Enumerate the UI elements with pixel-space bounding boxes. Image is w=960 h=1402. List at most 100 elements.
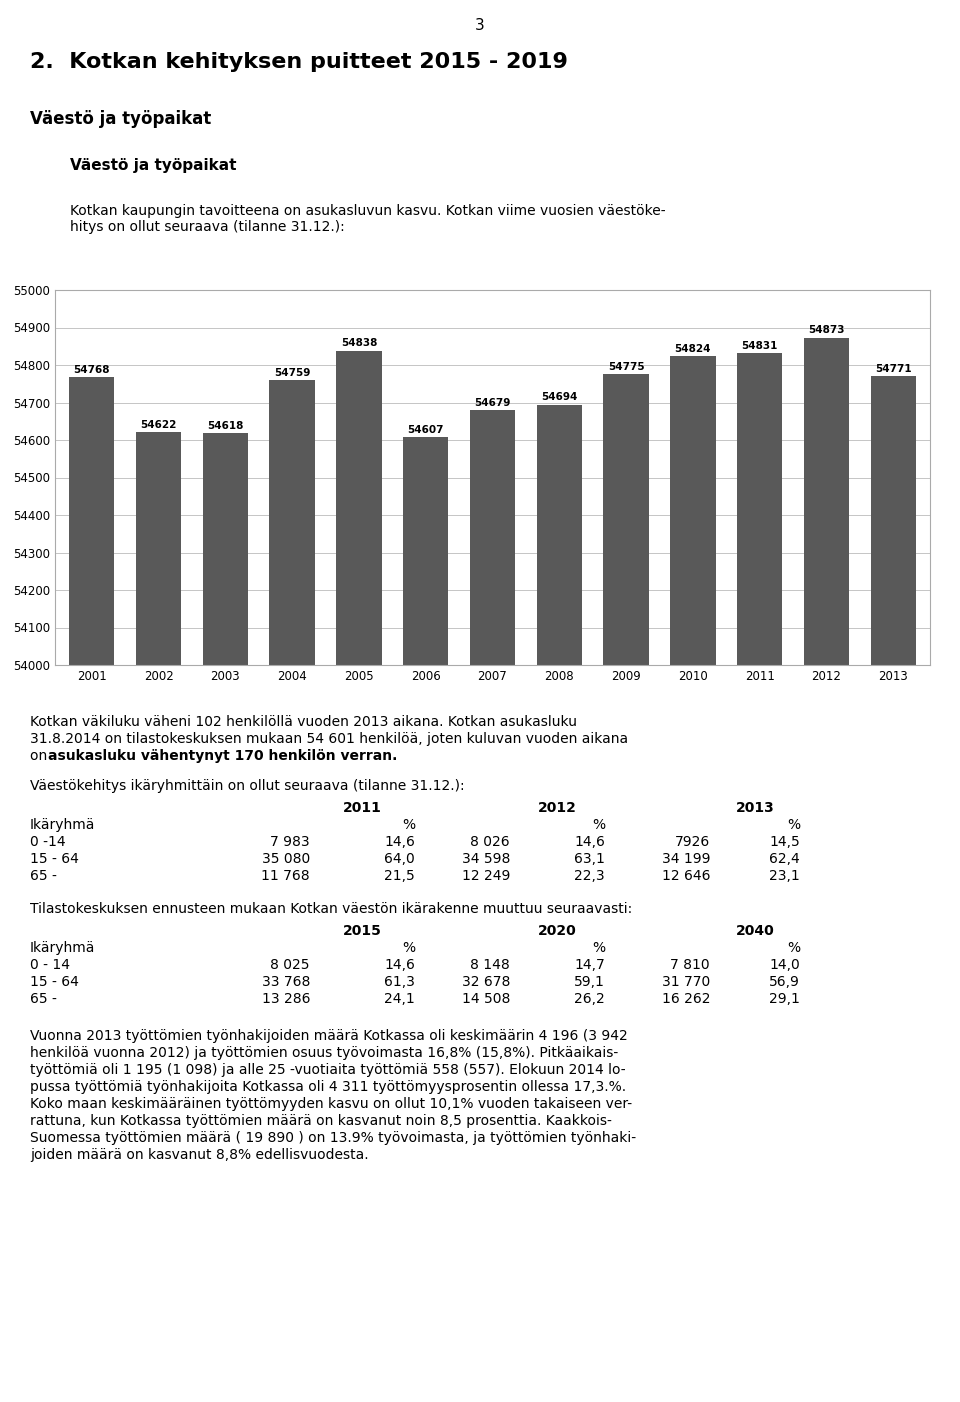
Text: 7 983: 7 983 xyxy=(271,836,310,850)
Bar xyxy=(737,353,782,1402)
Text: 54679: 54679 xyxy=(474,398,511,408)
Text: 31 770: 31 770 xyxy=(661,974,710,988)
Text: rattuna, kun Kotkassa työttömien määrä on kasvanut noin 8,5 prosenttia. Kaakkois: rattuna, kun Kotkassa työttömien määrä o… xyxy=(30,1115,612,1129)
Text: Ikäryhmä: Ikäryhmä xyxy=(30,817,95,831)
Text: hitys on ollut seuraava (tilanne 31.12.):: hitys on ollut seuraava (tilanne 31.12.)… xyxy=(70,220,345,234)
Text: 54618: 54618 xyxy=(207,421,244,430)
Text: pussa työttömiä työnhakijoita Kotkassa oli 4 311 työttömyysprosentin ollessa 17,: pussa työttömiä työnhakijoita Kotkassa o… xyxy=(30,1080,626,1094)
Text: 54768: 54768 xyxy=(74,365,110,374)
Text: 24,1: 24,1 xyxy=(384,993,415,1007)
Text: 0 - 14: 0 - 14 xyxy=(30,958,70,972)
Text: 13 286: 13 286 xyxy=(261,993,310,1007)
Text: Tilastokeskuksen ennusteen mukaan Kotkan väestön ikärakenne muuttuu seuraavasti:: Tilastokeskuksen ennusteen mukaan Kotkan… xyxy=(30,901,633,916)
Text: 12 249: 12 249 xyxy=(462,869,510,883)
Text: 12 646: 12 646 xyxy=(661,869,710,883)
Text: %: % xyxy=(592,817,605,831)
Text: henkilöä vuonna 2012) ja työttömien osuus työvoimasta 16,8% (15,8%). Pitkäaikais: henkilöä vuonna 2012) ja työttömien osuu… xyxy=(30,1046,618,1060)
Text: 8 148: 8 148 xyxy=(470,958,510,972)
Text: Väestökehitys ikäryhmittäin on ollut seuraava (tilanne 31.12.):: Väestökehitys ikäryhmittäin on ollut seu… xyxy=(30,780,465,794)
Text: 16 262: 16 262 xyxy=(661,993,710,1007)
Bar xyxy=(469,411,516,1402)
Text: 7 810: 7 810 xyxy=(670,958,710,972)
Text: 29,1: 29,1 xyxy=(769,993,800,1007)
Text: Väestö ja työpaikat: Väestö ja työpaikat xyxy=(70,158,236,172)
Text: 32 678: 32 678 xyxy=(462,974,510,988)
Text: 59,1: 59,1 xyxy=(574,974,605,988)
Text: 22,3: 22,3 xyxy=(574,869,605,883)
Text: 35 080: 35 080 xyxy=(262,852,310,866)
Text: 8 025: 8 025 xyxy=(271,958,310,972)
Text: 0 -14: 0 -14 xyxy=(30,836,65,850)
Text: 54694: 54694 xyxy=(541,393,578,402)
Text: 54622: 54622 xyxy=(140,419,177,429)
Bar xyxy=(670,356,715,1402)
Bar xyxy=(604,374,649,1402)
Text: 23,1: 23,1 xyxy=(769,869,800,883)
Text: 14 508: 14 508 xyxy=(462,993,510,1007)
Text: 8 026: 8 026 xyxy=(470,836,510,850)
Text: 56,9: 56,9 xyxy=(769,974,800,988)
Text: Koko maan keskimääräinen työttömyyden kasvu on ollut 10,1% vuoden takaiseen ver-: Koko maan keskimääräinen työttömyyden ka… xyxy=(30,1096,632,1110)
Text: Kotkan väkiluku väheni 102 henkilöllä vuoden 2013 aikana. Kotkan asukasluku: Kotkan väkiluku väheni 102 henkilöllä vu… xyxy=(30,715,577,729)
Text: asukasluku vähentynyt 170 henkilön verran.: asukasluku vähentynyt 170 henkilön verra… xyxy=(48,749,397,763)
Text: on: on xyxy=(30,749,52,763)
Bar xyxy=(69,377,114,1402)
Bar xyxy=(270,380,315,1402)
Text: 3: 3 xyxy=(475,18,485,34)
Text: 2.  Kotkan kehityksen puitteet 2015 - 2019: 2. Kotkan kehityksen puitteet 2015 - 201… xyxy=(30,52,568,72)
Text: 7926: 7926 xyxy=(675,836,710,850)
Text: 14,6: 14,6 xyxy=(574,836,605,850)
Bar xyxy=(871,376,916,1402)
Text: 63,1: 63,1 xyxy=(574,852,605,866)
Text: 65 -: 65 - xyxy=(30,993,57,1007)
Text: %: % xyxy=(402,817,415,831)
Text: Väestö ja työpaikat: Väestö ja työpaikat xyxy=(30,109,211,128)
Bar xyxy=(804,338,850,1402)
Text: 54607: 54607 xyxy=(407,425,444,435)
Text: 11 768: 11 768 xyxy=(261,869,310,883)
Text: 14,0: 14,0 xyxy=(769,958,800,972)
Text: %: % xyxy=(402,941,415,955)
Bar xyxy=(135,432,181,1402)
Text: 54771: 54771 xyxy=(875,363,912,373)
Text: 2040: 2040 xyxy=(735,924,775,938)
Text: Ikäryhmä: Ikäryhmä xyxy=(30,941,95,955)
Text: 65 -: 65 - xyxy=(30,869,57,883)
Text: 2020: 2020 xyxy=(539,924,577,938)
Text: 15 - 64: 15 - 64 xyxy=(30,852,79,866)
Text: Vuonna 2013 työttömien työnhakijoiden määrä Kotkassa oli keskimäärin 4 196 (3 94: Vuonna 2013 työttömien työnhakijoiden mä… xyxy=(30,1029,628,1043)
Text: %: % xyxy=(787,817,800,831)
Text: 14,7: 14,7 xyxy=(574,958,605,972)
Text: %: % xyxy=(787,941,800,955)
Text: 2013: 2013 xyxy=(735,801,775,815)
Text: 15 - 64: 15 - 64 xyxy=(30,974,79,988)
Text: työttömiä oli 1 195 (1 098) ja alle 25 -vuotiaita työttömiä 558 (557). Elokuun 2: työttömiä oli 1 195 (1 098) ja alle 25 -… xyxy=(30,1063,626,1077)
Text: Kotkan kaupungin tavoitteena on asukasluvun kasvu. Kotkan viime vuosien väestöke: Kotkan kaupungin tavoitteena on asukaslu… xyxy=(70,205,665,217)
Text: 34 598: 34 598 xyxy=(462,852,510,866)
Text: 14,5: 14,5 xyxy=(769,836,800,850)
Text: 54775: 54775 xyxy=(608,362,644,372)
Text: 33 768: 33 768 xyxy=(262,974,310,988)
Bar xyxy=(403,437,448,1402)
Bar xyxy=(203,433,248,1402)
Text: %: % xyxy=(592,941,605,955)
Text: 2012: 2012 xyxy=(538,801,577,815)
Text: 34 199: 34 199 xyxy=(661,852,710,866)
Text: 54831: 54831 xyxy=(741,341,778,350)
Text: 54838: 54838 xyxy=(341,338,377,349)
Bar xyxy=(336,350,382,1402)
Text: 14,6: 14,6 xyxy=(384,836,415,850)
Bar xyxy=(537,405,582,1402)
Text: 54759: 54759 xyxy=(274,369,310,379)
Text: joiden määrä on kasvanut 8,8% edellisvuodesta.: joiden määrä on kasvanut 8,8% edellisvuo… xyxy=(30,1148,369,1162)
Text: 31.8.2014 on tilastokeskuksen mukaan 54 601 henkilöä, joten kuluvan vuoden aikan: 31.8.2014 on tilastokeskuksen mukaan 54 … xyxy=(30,732,628,746)
Text: Suomessa työttömien määrä ( 19 890 ) on 13.9% työvoimasta, ja työttömien työnhak: Suomessa työttömien määrä ( 19 890 ) on … xyxy=(30,1131,636,1145)
Text: 62,4: 62,4 xyxy=(769,852,800,866)
Text: 26,2: 26,2 xyxy=(574,993,605,1007)
Text: 54873: 54873 xyxy=(808,325,845,335)
Text: 64,0: 64,0 xyxy=(384,852,415,866)
Text: 21,5: 21,5 xyxy=(384,869,415,883)
Text: 54824: 54824 xyxy=(675,343,711,353)
Text: 2011: 2011 xyxy=(343,801,382,815)
Text: 61,3: 61,3 xyxy=(384,974,415,988)
